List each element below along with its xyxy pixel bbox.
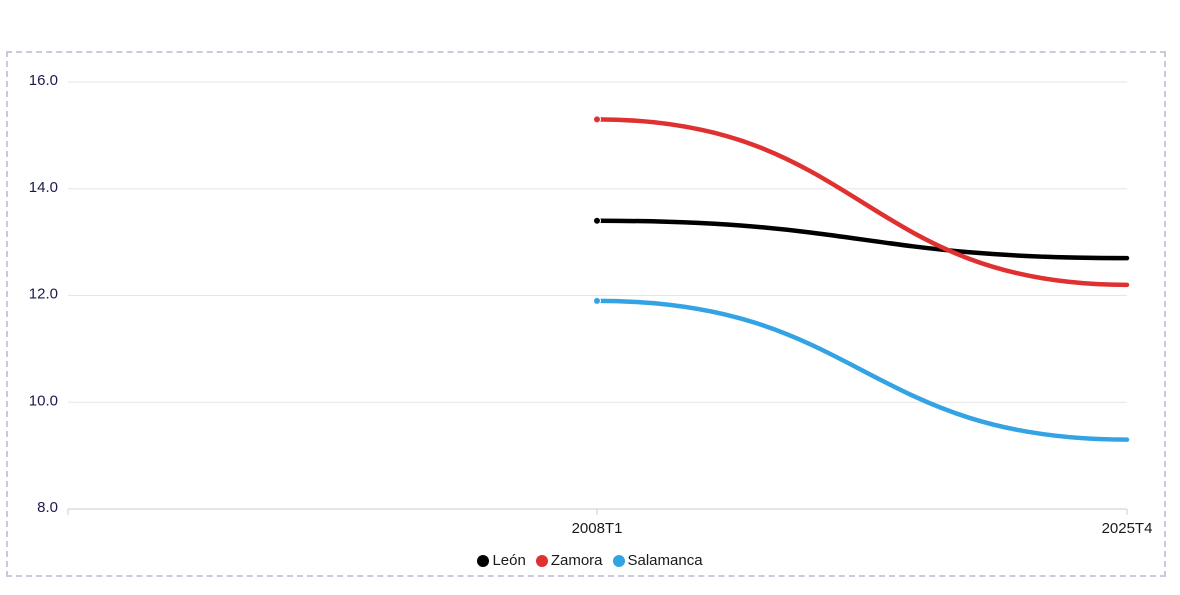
y-tick-label: 16.0 [29,72,58,89]
chart-frame [6,51,1166,577]
legend-label-leon: León [492,552,526,569]
series-line-león[interactable] [594,218,1130,261]
y-tick-label: 14.0 [29,179,58,196]
data-point[interactable] [593,296,601,305]
data-point[interactable] [593,115,601,124]
legend-marker-leon [477,554,490,567]
grid-lines [68,81,1127,510]
data-point[interactable] [593,216,601,225]
x-tick-label: 2008T1 [572,520,623,537]
series-line-salamanca[interactable] [594,298,1130,442]
x-axis: 2008T1 2025T4 [67,509,1153,537]
y-tick-label: 12.0 [29,286,58,303]
legend-label-salamanca: Salamanca [627,552,703,569]
legend-label-zamora: Zamora [550,552,603,569]
legend-marker-salamanca [612,554,625,567]
legend: León Zamora Salamanca [0,552,1180,569]
series-lines [593,115,1130,442]
x-tick-label: 2025T4 [1102,520,1153,537]
legend-item-salamanca[interactable]: Salamanca [612,552,703,569]
y-tick-label: 8.0 [37,499,58,516]
legend-marker-zamora [535,554,548,567]
legend-item-leon[interactable]: León [477,552,526,569]
legend-item-zamora[interactable]: Zamora [535,552,603,569]
y-tick-label: 10.0 [29,392,58,409]
y-axis-ticks: 8.0 10.0 12.0 14.0 16.0 [29,72,58,516]
series-line-zamora[interactable] [594,117,1130,288]
